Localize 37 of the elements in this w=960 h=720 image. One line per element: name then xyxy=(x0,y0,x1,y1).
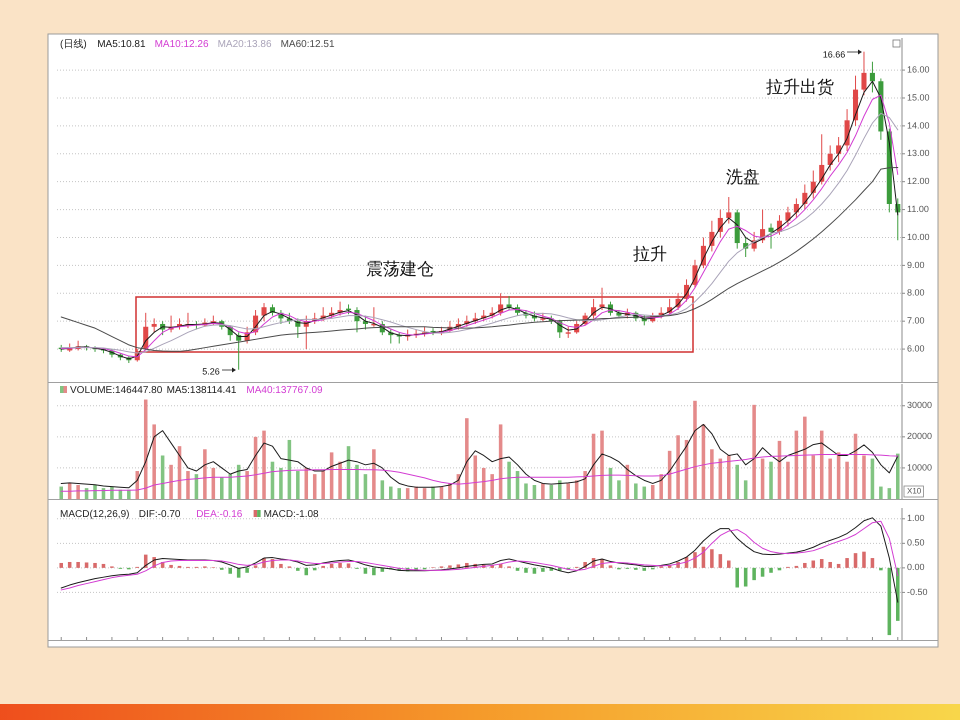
text: MA5:138114.41 xyxy=(166,385,237,396)
chart-title: MACD(12,26,9) xyxy=(60,509,130,520)
y-tick-label: 10.00 xyxy=(907,232,930,242)
annotation: 拉升 xyxy=(633,244,667,264)
y-tick-label: 30000 xyxy=(907,400,932,410)
y-tick-label: 6.00 xyxy=(907,343,925,354)
chart-title: (日线) xyxy=(60,38,87,50)
y-tick-label: 10000 xyxy=(907,462,932,472)
y-tick-label: 15.00 xyxy=(907,92,930,102)
y-tick-label: 13.00 xyxy=(907,148,930,158)
text: DEA:-0.16 xyxy=(196,509,243,520)
y-tick-label: 9.00 xyxy=(907,260,925,270)
text: DIF:-0.70 xyxy=(138,509,181,520)
annotation: 洗盘 xyxy=(726,167,760,186)
y-tick-label: 1.00 xyxy=(907,513,925,524)
y-tick-label: 0.00 xyxy=(907,562,925,572)
y-tick-label: 16.00 xyxy=(907,64,930,74)
text: MA20:13.86 xyxy=(218,39,272,50)
y-tick-label: 14.00 xyxy=(907,120,930,130)
y-tick-label: 7.00 xyxy=(907,316,925,326)
text: MA40:137767.09 xyxy=(246,385,324,396)
annotation: 震荡建仓 xyxy=(366,259,434,278)
annotation: 拉升出货 xyxy=(766,77,834,96)
y-tick-label: 8.00 xyxy=(907,288,925,298)
legend-label: MACD:-1.08 xyxy=(264,509,320,520)
y-axis-title: X10 xyxy=(907,486,922,496)
text: MA5:10.81 xyxy=(97,39,146,50)
y-tick-label: 0.50 xyxy=(907,538,925,548)
text: MA10:12.26 xyxy=(154,39,209,50)
y-tick-label: 20000 xyxy=(907,431,932,442)
legend-label: VOLUME:146447.80 xyxy=(70,385,163,396)
annotation: 5.26 xyxy=(202,366,220,376)
annotation: 16.66 xyxy=(822,49,846,60)
y-tick-label: 11.00 xyxy=(907,204,929,214)
y-tick-label: 12.00 xyxy=(907,176,930,186)
y-tick-label: -0.50 xyxy=(907,586,928,597)
text: MA60:12.51 xyxy=(280,39,335,50)
